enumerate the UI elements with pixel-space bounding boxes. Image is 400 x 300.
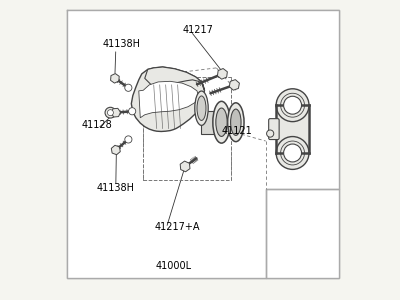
Ellipse shape xyxy=(213,101,230,143)
Text: 41217: 41217 xyxy=(182,25,213,35)
Circle shape xyxy=(284,144,302,162)
Circle shape xyxy=(276,136,309,169)
Polygon shape xyxy=(145,67,204,90)
Circle shape xyxy=(125,136,132,143)
Text: 41128: 41128 xyxy=(82,120,113,130)
Ellipse shape xyxy=(195,91,208,125)
Polygon shape xyxy=(110,74,119,83)
Circle shape xyxy=(108,110,114,116)
Circle shape xyxy=(266,130,274,137)
Polygon shape xyxy=(139,81,198,118)
Ellipse shape xyxy=(197,96,206,120)
FancyBboxPatch shape xyxy=(266,189,339,278)
Ellipse shape xyxy=(228,103,244,142)
Polygon shape xyxy=(111,108,120,117)
Circle shape xyxy=(276,89,309,122)
FancyBboxPatch shape xyxy=(202,111,224,134)
Circle shape xyxy=(284,96,302,114)
Text: 41121: 41121 xyxy=(222,126,252,136)
Ellipse shape xyxy=(216,108,227,136)
Polygon shape xyxy=(218,68,227,79)
Text: 41138H: 41138H xyxy=(96,183,134,193)
Ellipse shape xyxy=(231,109,241,135)
FancyBboxPatch shape xyxy=(269,118,279,140)
Circle shape xyxy=(128,108,136,115)
Circle shape xyxy=(105,107,116,118)
Text: 41217+A: 41217+A xyxy=(155,222,200,232)
Polygon shape xyxy=(67,10,339,278)
Text: 41000L: 41000L xyxy=(155,261,191,271)
Polygon shape xyxy=(131,67,204,131)
Text: 41138H: 41138H xyxy=(103,39,141,49)
FancyBboxPatch shape xyxy=(67,10,339,278)
Polygon shape xyxy=(111,145,120,155)
Circle shape xyxy=(125,84,132,91)
Polygon shape xyxy=(180,161,190,172)
Polygon shape xyxy=(229,80,240,90)
